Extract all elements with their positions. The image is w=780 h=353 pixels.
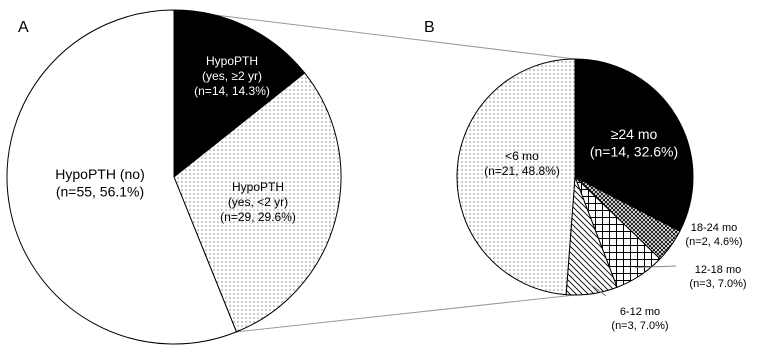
slice-label: 12-18 mo (n=3, 7.0%) xyxy=(689,264,746,290)
panel-letter: B xyxy=(424,19,435,36)
leader-line xyxy=(663,235,677,241)
slice-label-line: HypoPTH (no) xyxy=(55,166,144,182)
slice-value-label: (n=21, 48.8%) xyxy=(484,164,560,178)
pie-slice xyxy=(6,9,238,345)
connector-line xyxy=(173,9,576,60)
slice-label-line: HypoPTH xyxy=(206,54,258,68)
slice-label-line: HypoPTH xyxy=(232,180,284,194)
slice-value-label: (n=3, 7.0%) xyxy=(611,320,668,332)
slice-label: <6 mo (n=21, 48.8%) xyxy=(484,149,560,178)
pie-slice xyxy=(456,58,576,296)
slice-label: ≥24 mo (n=14, 32.6%) xyxy=(590,126,678,160)
slice-label-line: 18-24 mo xyxy=(691,222,737,234)
slice-label-line: 6-12 mo xyxy=(620,306,660,318)
slice-label-line: <6 mo xyxy=(505,149,539,163)
slice-label: 18-24 mo (n=2, 4.6%) xyxy=(685,222,742,248)
slice-value-label: (n=55, 56.1%) xyxy=(56,183,144,199)
pie-slice xyxy=(574,58,694,232)
slice-value-label: (n=14, 14.3%) xyxy=(194,84,270,98)
slice-label-line: (yes, <2 yr) xyxy=(228,195,288,209)
panel-letter: A xyxy=(18,19,29,36)
pie-slice xyxy=(173,72,342,333)
slice-value-label: (n=14, 32.6%) xyxy=(590,143,678,159)
leader-line xyxy=(590,284,607,297)
slice-value-label: (n=3, 7.0%) xyxy=(689,278,746,290)
slice-label-line: ≥24 mo xyxy=(611,126,658,142)
slice-label: HypoPTH (yes, <2 yr) (n=29, 29.6%) xyxy=(220,180,296,224)
connector-line xyxy=(236,294,576,333)
slice-label: 6-12 mo (n=3, 7.0%) xyxy=(611,306,668,332)
leader-line xyxy=(634,265,677,269)
slice-label-line: 12-18 mo xyxy=(695,264,741,276)
pie-slice xyxy=(173,9,306,179)
slice-label: HypoPTH (yes, ≥2 yr) (n=14, 14.3%) xyxy=(194,54,270,98)
slice-label-line: (yes, ≥2 yr) xyxy=(202,69,262,83)
slice-label: HypoPTH (no) (n=55, 56.1%) xyxy=(55,166,144,200)
slice-value-label: (n=29, 29.6%) xyxy=(220,210,296,224)
slice-value-label: (n=2, 4.6%) xyxy=(685,236,742,248)
